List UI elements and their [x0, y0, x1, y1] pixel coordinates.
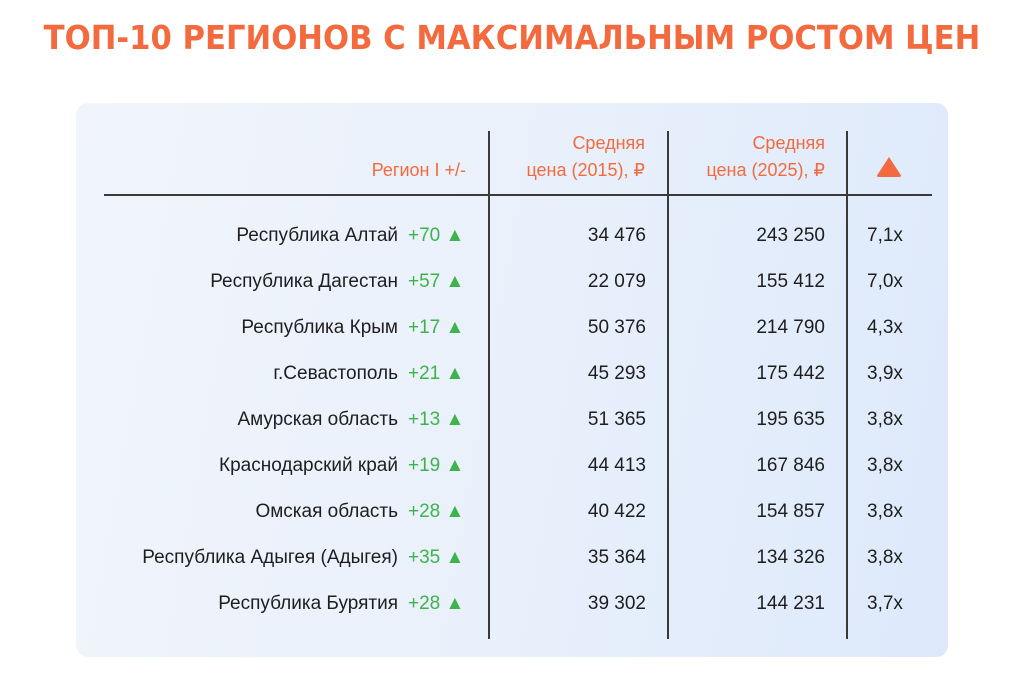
price-2025: 243 250	[756, 225, 825, 246]
region-name: Республика Бурятия	[218, 593, 398, 614]
table-row: Омская область +28 ▲ 40 422 154 857 3,8x	[0, 497, 1024, 527]
price-2015: 50 376	[587, 317, 646, 338]
growth-ratio: 3,9x	[867, 363, 903, 384]
growth-ratio: 3,7x	[867, 593, 903, 614]
header-price-2025: Средняя цена (2025), ₽	[706, 130, 825, 184]
region-name: Республика Крым	[241, 317, 398, 338]
price-2015: 22 079	[587, 271, 646, 292]
growth-ratio: 3,8x	[867, 455, 903, 476]
price-2015: 34 476	[587, 225, 646, 246]
price-2025: 144 231	[756, 593, 825, 614]
rank-change: +13 ▲	[408, 409, 465, 430]
rank-change: +28 ▲	[408, 501, 465, 522]
price-2025: 134 326	[756, 547, 825, 568]
table-row: Республика Бурятия +28 ▲ 39 302 144 231 …	[0, 589, 1024, 619]
region-name: г.Севастополь	[273, 363, 398, 384]
table-row: г.Севастополь +21 ▲ 45 293 175 442 3,9x	[0, 359, 1024, 389]
column-divider	[488, 131, 490, 639]
header-price-2015-line2: цена (2015), ₽	[526, 160, 645, 180]
price-2015: 40 422	[587, 501, 646, 522]
rank-change: +35 ▲	[408, 547, 465, 568]
price-2025: 167 846	[756, 455, 825, 476]
price-2015: 45 293	[587, 363, 646, 384]
table-row: Республика Крым +17 ▲ 50 376 214 790 4,3…	[0, 313, 1024, 343]
growth-ratio: 7,0x	[867, 271, 903, 292]
header-region: Регион I +/-	[371, 160, 466, 180]
page-title: ТОП-10 РЕГИОНОВ С МАКСИМАЛЬНЫМ РОСТОМ ЦЕ…	[43, 18, 981, 57]
rank-change: +57 ▲	[408, 271, 465, 292]
price-2015: 35 364	[587, 547, 646, 568]
price-2015: 44 413	[587, 455, 646, 476]
table-row: Амурская область +13 ▲ 51 365 195 635 3,…	[0, 405, 1024, 435]
table-row: Республика Адыгея (Адыгея) +35 ▲ 35 364 …	[0, 543, 1024, 573]
triangle-up-icon	[876, 157, 902, 177]
rank-change: +28 ▲	[408, 593, 465, 614]
price-2025: 195 635	[756, 409, 825, 430]
growth-ratio: 3,8x	[867, 409, 903, 430]
rank-change: +19 ▲	[408, 455, 465, 476]
table-row: Краснодарский край +19 ▲ 44 413 167 846 …	[0, 451, 1024, 481]
region-name: Амурская область	[237, 409, 398, 430]
rank-change: +21 ▲	[408, 363, 465, 384]
header-price-2015: Средняя цена (2015), ₽	[526, 130, 645, 184]
growth-ratio: 3,8x	[867, 547, 903, 568]
rank-change: +70 ▲	[408, 225, 465, 246]
region-name: Республика Алтай	[236, 225, 398, 246]
region-name: Омская область	[255, 501, 398, 522]
price-2025: 154 857	[756, 501, 825, 522]
price-2025: 155 412	[756, 271, 825, 292]
price-2015: 39 302	[587, 593, 646, 614]
region-name: Республика Адыгея (Адыгея)	[142, 547, 398, 568]
column-divider	[846, 131, 848, 639]
growth-ratio: 3,8x	[867, 501, 903, 522]
region-name: Республика Дагестан	[210, 271, 398, 292]
region-name: Краснодарский край	[219, 455, 398, 476]
table-row: Республика Дагестан +57 ▲ 22 079 155 412…	[0, 267, 1024, 297]
column-divider	[667, 131, 669, 639]
growth-ratio: 7,1x	[867, 225, 903, 246]
header-price-2025-line2: цена (2025), ₽	[706, 160, 825, 180]
header-price-2025-line1: Средняя	[752, 133, 825, 153]
table-row: Республика Алтай +70 ▲ 34 476 243 250 7,…	[0, 221, 1024, 251]
rank-change: +17 ▲	[408, 317, 465, 338]
price-2015: 51 365	[587, 409, 646, 430]
header-divider	[104, 194, 932, 196]
price-2025: 214 790	[756, 317, 825, 338]
price-2025: 175 442	[756, 363, 825, 384]
growth-ratio: 4,3x	[867, 317, 903, 338]
header-price-2015-line1: Средняя	[572, 133, 645, 153]
